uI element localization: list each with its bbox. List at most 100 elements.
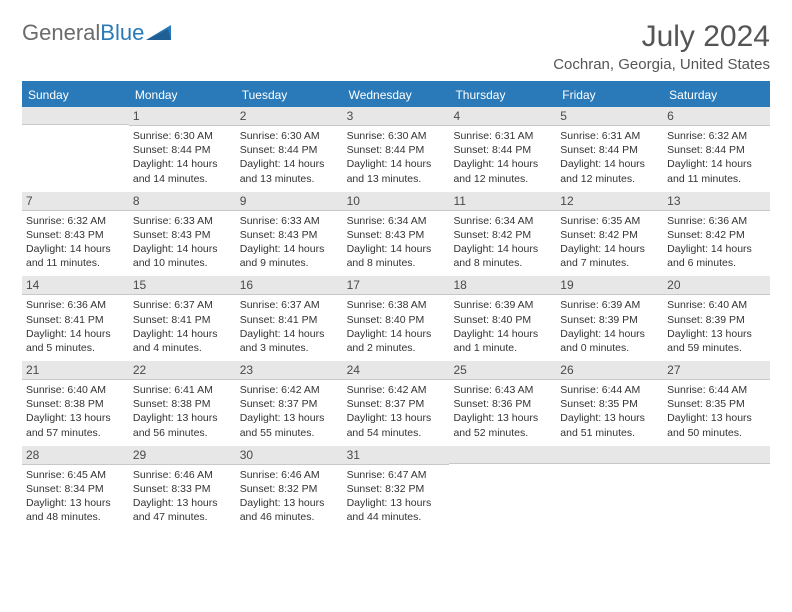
day-detail-line: Sunset: 8:43 PM (347, 228, 446, 242)
day-detail-line: Daylight: 13 hours and 46 minutes. (240, 496, 339, 524)
day-cell: 31 Sunrise: 6:47 AMSunset: 8:32 PMDayligh… (343, 446, 450, 531)
day-detail-line: Daylight: 14 hours and 5 minutes. (26, 327, 125, 355)
day-detail-line: Sunset: 8:37 PM (347, 397, 446, 411)
day-number: 28 (22, 446, 129, 465)
day-number: 7 (22, 192, 129, 211)
day-detail-line: Daylight: 13 hours and 50 minutes. (667, 411, 766, 439)
weekday-header: Tuesday (236, 83, 343, 107)
day-cell: 19Sunrise: 6:39 AMSunset: 8:39 PMDayligh… (556, 276, 663, 361)
day-detail-line: Sunset: 8:43 PM (240, 228, 339, 242)
day-detail-line: Daylight: 14 hours and 13 minutes. (347, 157, 446, 185)
day-cell: 9Sunrise: 6:33 AMSunset: 8:43 PMDaylight… (236, 192, 343, 277)
day-detail-line: Sunset: 8:44 PM (347, 143, 446, 157)
day-number: 16 (236, 276, 343, 295)
day-number: 6 (663, 107, 770, 126)
day-detail-line: Daylight: 14 hours and 11 minutes. (26, 242, 125, 270)
day-cell (556, 446, 663, 531)
day-detail-line: Daylight: 14 hours and 10 minutes. (133, 242, 232, 270)
weekday-header: Thursday (449, 83, 556, 107)
day-detail-line: Sunrise: 6:34 AM (453, 214, 552, 228)
day-number: 30 (236, 446, 343, 465)
day-number: 31 (343, 446, 450, 465)
day-detail-line: Daylight: 13 hours and 44 minutes. (347, 496, 446, 524)
day-detail-line: Daylight: 13 hours and 52 minutes. (453, 411, 552, 439)
logo: GeneralBlue (22, 20, 172, 46)
day-detail-line: Sunrise: 6:42 AM (347, 383, 446, 397)
day-detail-line: Sunset: 8:32 PM (347, 482, 446, 496)
day-detail-line: Sunrise: 6:35 AM (560, 214, 659, 228)
page-header: GeneralBlue July 2024 Cochran, Georgia, … (22, 20, 770, 73)
day-detail-line: Sunset: 8:44 PM (133, 143, 232, 157)
day-number: 11 (449, 192, 556, 211)
day-number: 12 (556, 192, 663, 211)
day-number: 19 (556, 276, 663, 295)
day-cell: 28Sunrise: 6:45 AMSunset: 8:34 PMDayligh… (22, 446, 129, 531)
weekday-header-row: SundayMondayTuesdayWednesdayThursdayFrid… (22, 83, 770, 107)
day-detail-line: Sunrise: 6:41 AM (133, 383, 232, 397)
day-cell (663, 446, 770, 531)
day-cell: 27Sunrise: 6:44 AMSunset: 8:35 PMDayligh… (663, 361, 770, 446)
day-detail-line: Sunset: 8:38 PM (26, 397, 125, 411)
day-detail-line: Daylight: 14 hours and 2 minutes. (347, 327, 446, 355)
day-cell: 6Sunrise: 6:32 AMSunset: 8:44 PMDaylight… (663, 107, 770, 192)
day-detail-line: Daylight: 14 hours and 11 minutes. (667, 157, 766, 185)
day-cell: 4Sunrise: 6:31 AMSunset: 8:44 PMDaylight… (449, 107, 556, 192)
day-detail-line: Sunrise: 6:44 AM (667, 383, 766, 397)
weekday-header: Saturday (663, 83, 770, 107)
day-number: 9 (236, 192, 343, 211)
day-detail-line: Daylight: 14 hours and 8 minutes. (453, 242, 552, 270)
day-detail-line: Daylight: 13 hours and 59 minutes. (667, 327, 766, 355)
day-detail-line: Sunrise: 6:33 AM (133, 214, 232, 228)
day-detail-line: Sunrise: 6:47 AM (347, 468, 446, 482)
day-number: 17 (343, 276, 450, 295)
day-cell: 18Sunrise: 6:39 AMSunset: 8:40 PMDayligh… (449, 276, 556, 361)
day-detail-line: Sunset: 8:32 PM (240, 482, 339, 496)
day-number: 13 (663, 192, 770, 211)
day-cell: 25Sunrise: 6:43 AMSunset: 8:36 PMDayligh… (449, 361, 556, 446)
day-detail-line: Sunset: 8:44 PM (453, 143, 552, 157)
day-number: 10 (343, 192, 450, 211)
day-detail-line: Sunrise: 6:38 AM (347, 298, 446, 312)
day-detail-line: Sunrise: 6:36 AM (26, 298, 125, 312)
day-cell (449, 446, 556, 531)
day-cell: 24Sunrise: 6:42 AMSunset: 8:37 PMDayligh… (343, 361, 450, 446)
logo-text: GeneralBlue (22, 20, 144, 46)
day-detail-line: Sunset: 8:39 PM (667, 313, 766, 327)
day-detail-line: Daylight: 14 hours and 14 minutes. (133, 157, 232, 185)
day-detail-line: Daylight: 14 hours and 8 minutes. (347, 242, 446, 270)
day-detail-line: Daylight: 13 hours and 55 minutes. (240, 411, 339, 439)
day-detail-line: Sunset: 8:42 PM (560, 228, 659, 242)
day-cell: 2Sunrise: 6:30 AMSunset: 8:44 PMDaylight… (236, 107, 343, 192)
day-number: 23 (236, 361, 343, 380)
day-detail-line: Sunrise: 6:42 AM (240, 383, 339, 397)
week-row: 1Sunrise: 6:30 AMSunset: 8:44 PMDaylight… (22, 107, 770, 192)
day-detail-line: Daylight: 14 hours and 6 minutes. (667, 242, 766, 270)
day-number: 4 (449, 107, 556, 126)
day-detail-line: Sunset: 8:42 PM (453, 228, 552, 242)
day-number: 21 (22, 361, 129, 380)
day-detail-line: Sunset: 8:44 PM (667, 143, 766, 157)
day-number: 15 (129, 276, 236, 295)
week-row: 7Sunrise: 6:32 AMSunset: 8:43 PMDaylight… (22, 192, 770, 277)
day-detail-line: Sunrise: 6:39 AM (453, 298, 552, 312)
day-detail-line: Daylight: 14 hours and 7 minutes. (560, 242, 659, 270)
day-detail-line: Sunset: 8:43 PM (133, 228, 232, 242)
day-detail-line: Daylight: 14 hours and 4 minutes. (133, 327, 232, 355)
day-detail-line: Sunrise: 6:31 AM (560, 129, 659, 143)
day-cell: 5Sunrise: 6:31 AMSunset: 8:44 PMDaylight… (556, 107, 663, 192)
day-detail-line: Daylight: 14 hours and 12 minutes. (560, 157, 659, 185)
day-detail-line: Sunset: 8:42 PM (667, 228, 766, 242)
day-detail-line: Daylight: 13 hours and 57 minutes. (26, 411, 125, 439)
day-detail-line: Sunrise: 6:45 AM (26, 468, 125, 482)
day-detail-line: Sunset: 8:41 PM (133, 313, 232, 327)
day-detail-line: Sunset: 8:33 PM (133, 482, 232, 496)
weekday-header: Friday (556, 83, 663, 107)
day-detail-line: Sunrise: 6:31 AM (453, 129, 552, 143)
day-detail-line: Daylight: 14 hours and 1 minute. (453, 327, 552, 355)
day-cell: 23Sunrise: 6:42 AMSunset: 8:37 PMDayligh… (236, 361, 343, 446)
day-detail-line: Sunset: 8:38 PM (133, 397, 232, 411)
day-cell: 29Sunrise: 6:46 AMSunset: 8:33 PMDayligh… (129, 446, 236, 531)
logo-triangle-icon (146, 23, 172, 44)
day-number: 25 (449, 361, 556, 380)
day-number: 26 (556, 361, 663, 380)
